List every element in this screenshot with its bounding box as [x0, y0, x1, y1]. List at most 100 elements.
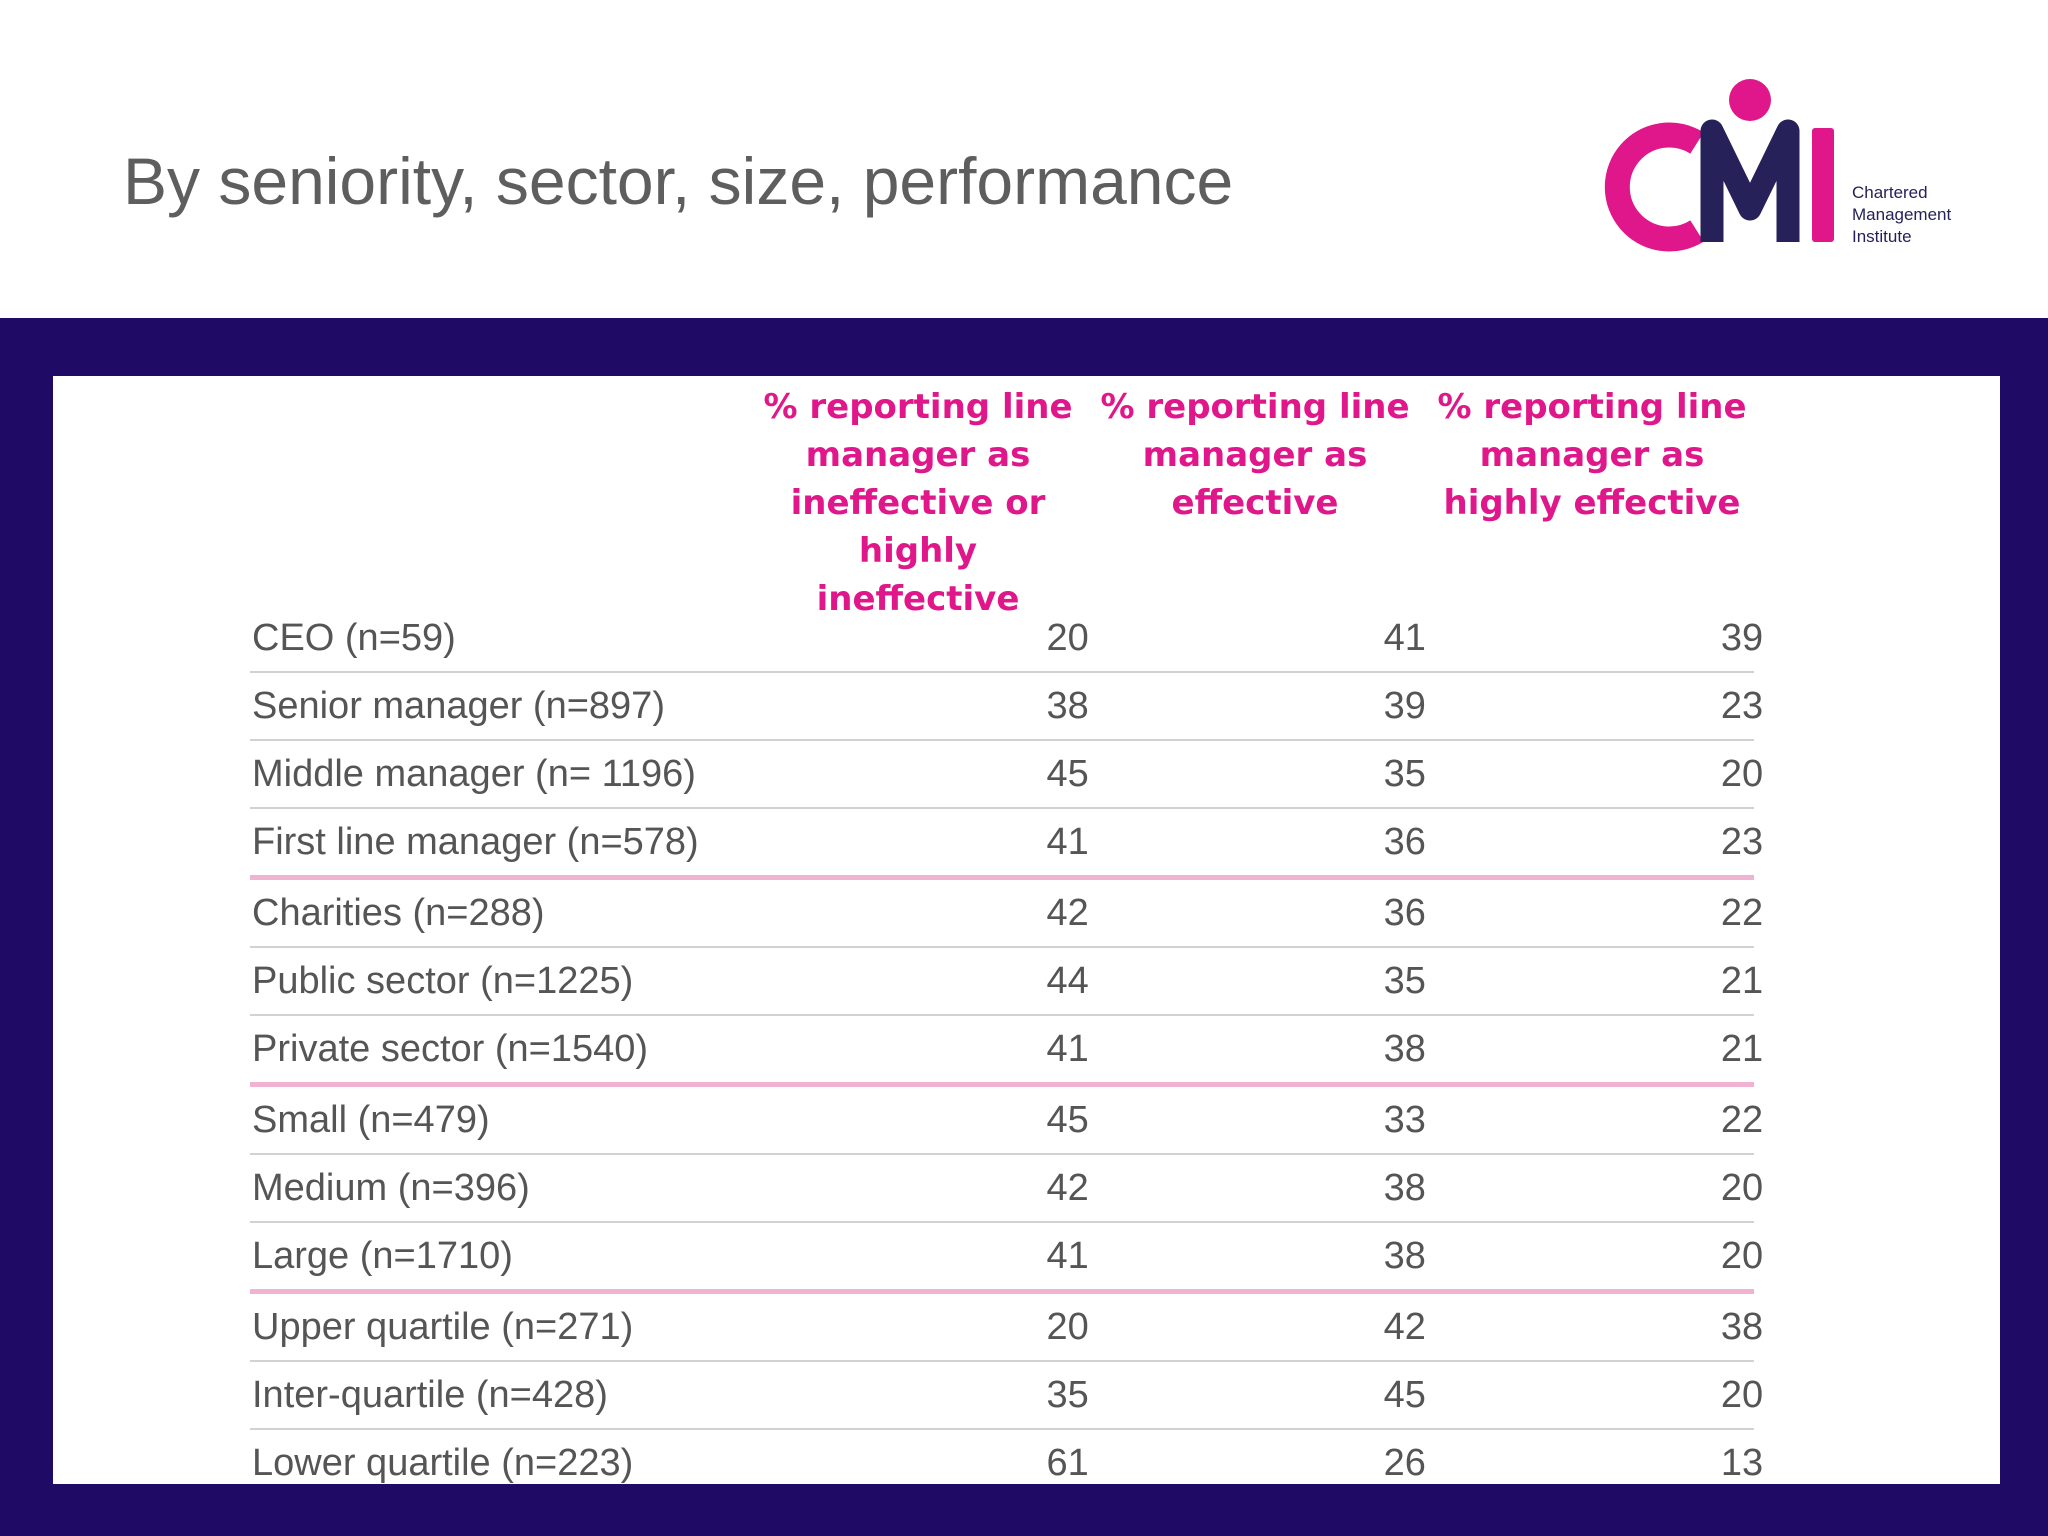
- table-row: First line manager (n=578) 41 36 23: [250, 808, 1763, 880]
- value-ineffective: 41: [911, 1222, 1249, 1294]
- value-effective: 38: [1248, 1154, 1586, 1223]
- value-effective: 41: [1248, 605, 1586, 673]
- column-header-effective: % reporting line manager as effective: [1090, 383, 1420, 527]
- value-ineffective: 41: [911, 808, 1249, 880]
- cell-value: 35: [1046, 1373, 1089, 1416]
- row-label: Upper quartile (n=271): [250, 1291, 912, 1362]
- cell-value: 41: [1046, 1234, 1089, 1277]
- value-highly-effective: 22: [1585, 1084, 1763, 1155]
- row-label: Senior manager (n=897): [250, 672, 912, 741]
- cell-value: 44: [1046, 959, 1089, 1002]
- value-effective: 36: [1248, 808, 1586, 880]
- logo-letter-c: [1604, 122, 1704, 252]
- cell-value: 39: [1720, 616, 1764, 659]
- value-ineffective: 35: [911, 1361, 1249, 1430]
- row-label: Lower quartile (n=223): [252, 1441, 634, 1484]
- table-row: Charities (n=288) 42 36 22: [250, 877, 1763, 948]
- cmi-logo: Chartered Management Institute: [1586, 70, 1966, 260]
- table-row: Public sector (n=1225) 44 35 21: [250, 947, 1763, 1016]
- row-label: CEO (n=59): [250, 605, 912, 673]
- cell-value: 42: [1383, 1305, 1426, 1348]
- row-label: Medium (n=396): [250, 1154, 912, 1223]
- cell-value: 35: [1383, 752, 1426, 795]
- table-row: CEO (n=59) 20 41 39: [250, 605, 1763, 673]
- cell-value: 41: [1046, 1027, 1089, 1070]
- header-line: highly effective: [1443, 483, 1741, 523]
- cell-value: 38: [1383, 1027, 1426, 1070]
- cell-value: 26: [1383, 1441, 1426, 1484]
- row-label: First line manager (n=578): [250, 808, 912, 880]
- table-row: Lower quartile (n=223) 61 26 13: [250, 1429, 1763, 1496]
- cell-value: 22: [1720, 891, 1764, 934]
- logo-line: Institute: [1852, 227, 1912, 246]
- row-label: Public sector (n=1225): [250, 947, 912, 1016]
- cell-value: 41: [1046, 820, 1089, 863]
- header-line: manager as: [1142, 435, 1368, 475]
- cell-value: 20: [1720, 1166, 1764, 1209]
- value-ineffective: 41: [911, 1015, 1249, 1087]
- value-effective: 45: [1248, 1361, 1586, 1430]
- cell-value: 20: [1046, 616, 1089, 659]
- header-line: manager as: [1479, 435, 1705, 475]
- value-ineffective: 45: [911, 1084, 1249, 1155]
- column-header-ineffective: % reporting line manager as ineffective …: [753, 383, 1083, 623]
- table-row: Inter-quartile (n=428) 35 45 20: [250, 1361, 1763, 1430]
- value-ineffective: 20: [911, 605, 1249, 673]
- cell-value: 33: [1383, 1098, 1426, 1141]
- cell-value: 45: [1046, 752, 1089, 795]
- results-table: CEO (n=59) 20 41 39 Senior manager (n=89…: [250, 605, 1763, 1496]
- row-label: Charities (n=288): [250, 877, 912, 948]
- cell-value: 45: [1046, 1098, 1089, 1141]
- value-ineffective: 42: [911, 1154, 1249, 1223]
- value-effective: 42: [1248, 1291, 1586, 1362]
- value-ineffective: 44: [911, 947, 1249, 1016]
- cell-value: 38: [1383, 1234, 1426, 1277]
- cell-value: 41: [1383, 616, 1426, 659]
- logo-letter-m: [1700, 119, 1800, 242]
- value-effective: 26: [1249, 1429, 1586, 1496]
- row-label: Large (n=1710): [250, 1222, 912, 1294]
- cmi-logo-mark: [1604, 79, 1834, 252]
- cell-value: 39: [1383, 684, 1426, 727]
- header-line: % reporting line: [1437, 387, 1747, 427]
- value-highly-effective: 20: [1585, 1154, 1763, 1223]
- cell-value: 20: [1720, 1234, 1764, 1277]
- value-highly-effective: 39: [1585, 605, 1763, 673]
- value-highly-effective: 20: [1585, 740, 1763, 809]
- value-ineffective: 20: [911, 1291, 1249, 1362]
- logo-letter-i: [1812, 128, 1834, 242]
- cell-value: 21: [1720, 959, 1764, 1002]
- cell-value: 20: [1720, 1373, 1764, 1416]
- row-label: Private sector (n=1540): [250, 1015, 912, 1087]
- value-ineffective: 45: [911, 740, 1249, 809]
- value-highly-effective: 22: [1585, 877, 1763, 948]
- value-ineffective: 61: [911, 1429, 1248, 1496]
- value-highly-effective: 13: [1586, 1429, 1763, 1496]
- cell-value: 42: [1046, 891, 1089, 934]
- value-effective: 39: [1248, 672, 1586, 741]
- row-label: Inter-quartile (n=428): [250, 1361, 912, 1430]
- header-line: ineffective or: [790, 483, 1046, 523]
- table-row: Middle manager (n= 1196) 45 35 20: [250, 740, 1763, 809]
- logo-line: Management: [1852, 205, 1952, 224]
- logo-subtitle: Chartered Management Institute: [1852, 182, 1951, 248]
- header-line: manager as: [805, 435, 1031, 475]
- column-header-highly-effective: % reporting line manager as highly effec…: [1427, 383, 1757, 527]
- cell-value: 23: [1720, 684, 1764, 727]
- table-row: Large (n=1710) 41 38 20: [250, 1222, 1763, 1294]
- slide-title: By seniority, sector, size, performance: [123, 144, 1234, 218]
- header-line: % reporting line: [763, 387, 1073, 427]
- value-ineffective: 42: [911, 877, 1249, 948]
- header-line: effective: [1171, 483, 1339, 523]
- cell-value: 13: [1720, 1441, 1764, 1484]
- value-highly-effective: 21: [1585, 1015, 1763, 1087]
- cell-value: 42: [1046, 1166, 1089, 1209]
- cell-value: 38: [1046, 684, 1089, 727]
- value-highly-effective: 23: [1585, 672, 1763, 741]
- row-label: Middle manager (n= 1196): [250, 740, 912, 809]
- cell-value: 38: [1383, 1166, 1426, 1209]
- logo-dot-icon: [1729, 79, 1771, 121]
- value-effective: 36: [1248, 877, 1586, 948]
- table-row: Private sector (n=1540) 41 38 21: [250, 1015, 1763, 1087]
- value-effective: 35: [1248, 740, 1586, 809]
